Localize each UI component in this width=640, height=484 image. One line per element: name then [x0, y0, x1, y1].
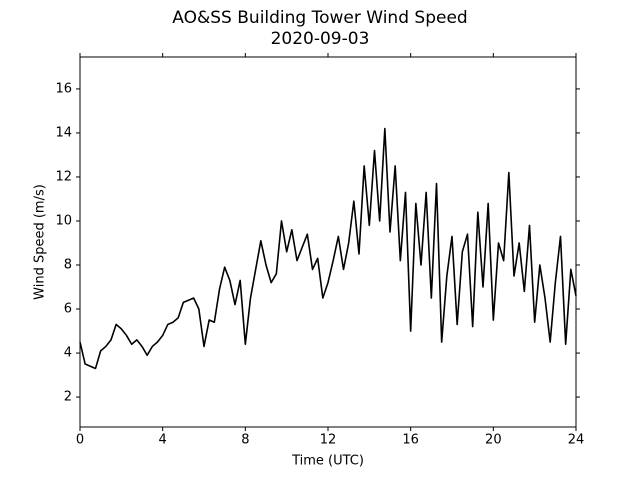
y-tick-label: 10: [55, 213, 72, 228]
x-axis-label: Time (UTC): [291, 454, 364, 469]
x-tick-label: 20: [485, 433, 502, 448]
data-line: [79, 127, 577, 370]
y-tick-label: 2: [64, 390, 72, 405]
x-tick-label: 0: [76, 433, 84, 448]
x-tick-label: 4: [159, 433, 167, 448]
chart-title: AO&SS Building Tower Wind Speed: [172, 8, 467, 28]
y-tick-label: 14: [55, 125, 72, 140]
x-tick-label: 16: [402, 433, 419, 448]
y-tick-label: 6: [64, 302, 72, 317]
y-tick-label: 12: [55, 169, 72, 184]
x-tick-label: 8: [241, 433, 249, 448]
x-tick-label: 12: [320, 433, 337, 448]
y-tick-label: 16: [55, 81, 72, 96]
x-tick-label: 24: [568, 433, 585, 448]
y-tick-label: 8: [64, 258, 72, 273]
y-tick-label: 4: [64, 346, 72, 361]
chart-subtitle: 2020-09-03: [271, 29, 370, 49]
y-axis-label: Wind Speed (m/s): [33, 184, 48, 300]
plot-frame: [79, 56, 577, 428]
